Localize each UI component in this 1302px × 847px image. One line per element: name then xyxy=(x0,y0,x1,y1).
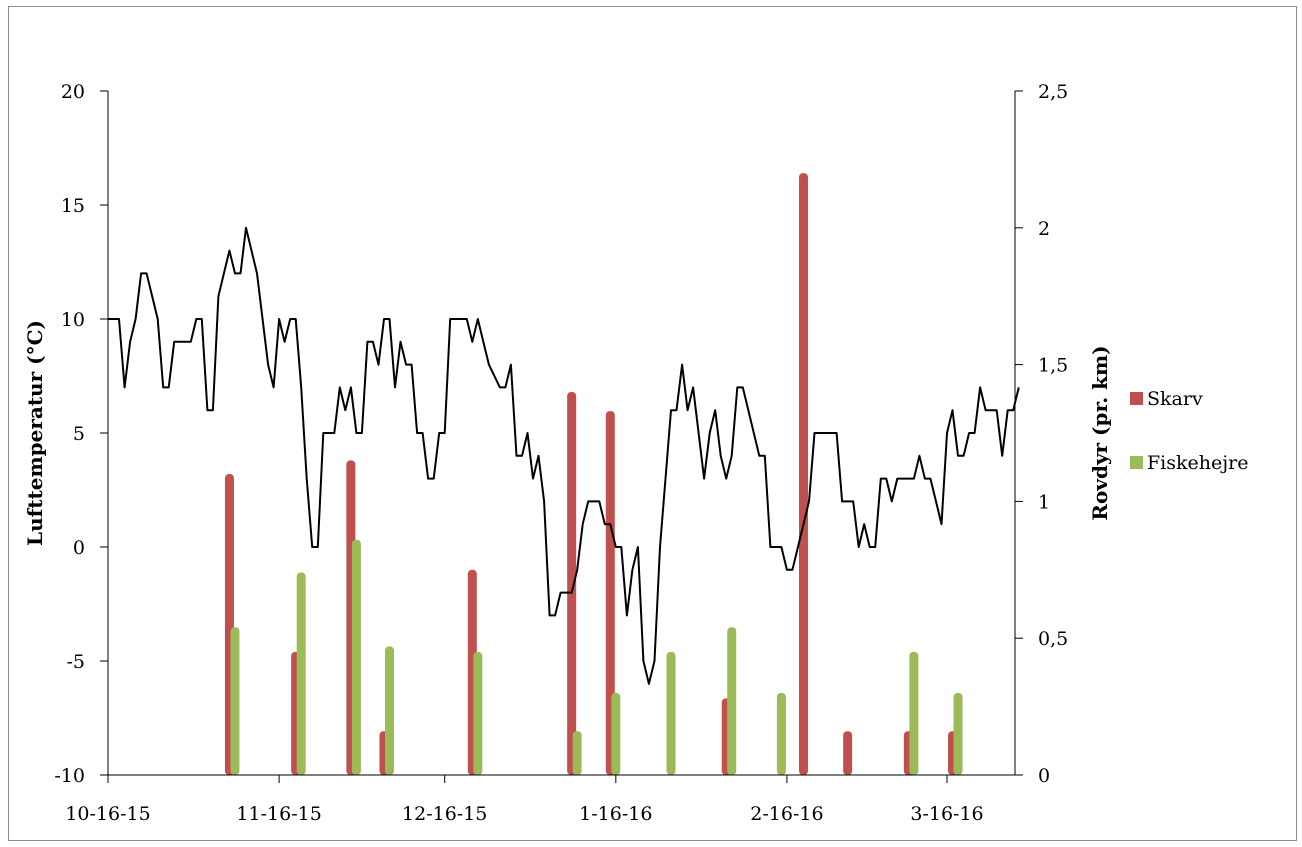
chart-border xyxy=(8,6,1297,841)
bar-fiskehejre xyxy=(230,627,240,775)
right-tick-label: 1,5 xyxy=(1038,355,1068,377)
bars-layer xyxy=(224,173,963,775)
x-tick-label: 2-16-16 xyxy=(750,803,823,825)
bar-fiskehejre xyxy=(727,627,737,775)
x-tick-label: 1-16-16 xyxy=(579,803,652,825)
legend-swatch-fiskehejre xyxy=(1130,456,1143,469)
left-tick-label: 5 xyxy=(73,423,85,445)
temperature-line xyxy=(108,226,1020,685)
bar-skarv xyxy=(567,391,577,775)
bar-fiskehejre xyxy=(776,692,786,775)
bar-fiskehejre xyxy=(351,539,361,775)
x-tick-label: 10-16-15 xyxy=(65,803,150,825)
bar-fiskehejre xyxy=(473,651,483,775)
bar-fiskehejre xyxy=(572,731,582,775)
left-tick-label: 10 xyxy=(61,309,85,331)
right-axis-title: Rovdyr (pr. km) xyxy=(1088,345,1112,520)
left-tick-label: 15 xyxy=(61,195,85,217)
bar-fiskehejre xyxy=(666,651,676,775)
bar-skarv xyxy=(605,411,615,775)
ticks-layer: -10 -5 0 5 10 15 20 0 0,5 1 1,5 2 2,5 10-16-15 11-16-1… xyxy=(54,81,1068,825)
right-tick-label: 0,5 xyxy=(1038,628,1068,650)
left-tick-label: 20 xyxy=(61,81,85,103)
bar-skarv xyxy=(843,731,853,775)
bar-fiskehejre xyxy=(385,646,395,775)
line-layer xyxy=(108,226,1020,685)
x-tick-label: 3-16-16 xyxy=(910,803,983,825)
axes-layer xyxy=(107,91,1016,776)
right-tick-label: 2,5 xyxy=(1038,81,1068,103)
legend-label-fiskehejre: Fiskehejre xyxy=(1147,452,1248,474)
bar-skarv xyxy=(798,173,808,775)
right-tick-label: 2 xyxy=(1038,218,1050,240)
left-tick-label: 0 xyxy=(73,537,85,559)
legend: Skarv Fiskehejre xyxy=(1130,388,1248,474)
bar-fiskehejre xyxy=(953,692,963,775)
bar-fiskehejre xyxy=(296,572,306,775)
left-tick-label: -5 xyxy=(66,651,85,673)
bar-fiskehejre xyxy=(909,651,919,775)
x-tick-label: 11-16-15 xyxy=(236,803,321,825)
right-tick-label: 1 xyxy=(1038,491,1050,513)
left-axis-title: Lufttemperatur (°C) xyxy=(23,320,47,546)
left-tick-label: -10 xyxy=(54,765,85,787)
x-tick-label: 12-16-15 xyxy=(402,803,487,825)
legend-swatch-skarv xyxy=(1130,392,1143,405)
right-tick-label: 0 xyxy=(1038,765,1050,787)
legend-label-skarv: Skarv xyxy=(1147,388,1203,410)
bar-fiskehejre xyxy=(611,692,621,775)
